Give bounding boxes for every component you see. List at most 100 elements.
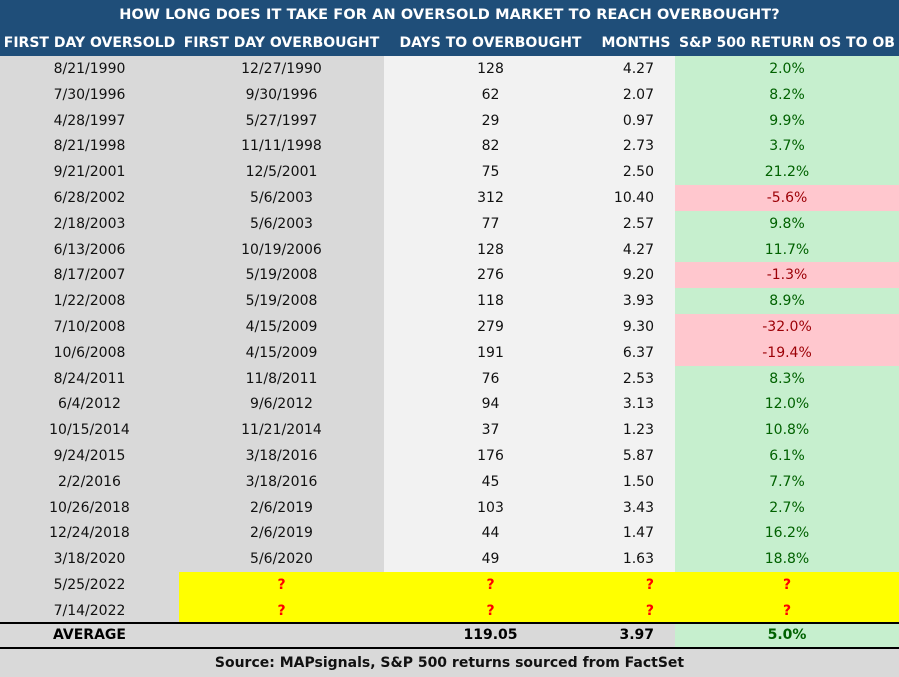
sp500-return-cell: ?: [675, 597, 899, 624]
header-row: FIRST DAY OVERSOLD FIRST DAY OVERBOUGHT …: [0, 30, 899, 56]
months-cell: 3.13: [597, 391, 675, 418]
days-to-overbought-cell: 44: [384, 520, 597, 547]
table-row: 9/24/2015 3/18/2016 176 5.87 6.1%: [0, 443, 899, 469]
days-to-overbought-cell: 191: [384, 339, 597, 366]
months-cell: 2.57: [597, 210, 675, 237]
sp500-return-cell: -32.0%: [675, 314, 899, 340]
first-day-overbought-cell: 2/6/2019: [179, 494, 384, 521]
first-day-oversold-cell: 10/26/2018: [0, 494, 179, 521]
average-months: 3.97: [597, 624, 675, 647]
first-day-overbought-cell: ?: [179, 597, 384, 624]
first-day-oversold-cell: 2/2/2016: [0, 468, 179, 495]
header-first-day-oversold: FIRST DAY OVERSOLD: [3, 35, 176, 51]
months-cell: 5.87: [597, 443, 675, 469]
sp500-return-cell: 10.8%: [675, 417, 899, 444]
first-day-oversold-cell: 4/28/1997: [0, 107, 179, 134]
first-day-oversold-cell: 6/4/2012: [0, 391, 179, 418]
months-cell: 4.27: [597, 236, 675, 263]
table-row: 4/28/1997 5/27/1997 29 0.97 9.9%: [0, 107, 899, 134]
table-row: 3/18/2020 5/6/2020 49 1.63 18.8%: [0, 546, 899, 573]
sp500-return-cell: ?: [675, 572, 899, 598]
first-day-overbought-cell: 9/30/1996: [179, 81, 384, 108]
months-cell: 1.50: [597, 468, 675, 495]
first-day-oversold-cell: 6/13/2006: [0, 236, 179, 263]
first-day-overbought-cell: 3/18/2016: [179, 468, 384, 495]
first-day-overbought-cell: ?: [179, 572, 384, 598]
first-day-overbought-cell: 11/11/1998: [179, 133, 384, 160]
days-to-overbought-cell: 279: [384, 314, 597, 340]
sp500-return-cell: 16.2%: [675, 520, 899, 547]
days-to-overbought-cell: 37: [384, 417, 597, 444]
first-day-overbought-cell: 5/6/2003: [179, 210, 384, 237]
months-cell: 1.47: [597, 520, 675, 547]
table-row: 12/24/2018 2/6/2019 44 1.47 16.2%: [0, 520, 899, 547]
table-row: 9/21/2001 12/5/2001 75 2.50 21.2%: [0, 159, 899, 186]
first-day-overbought-cell: 3/18/2016: [179, 443, 384, 469]
first-day-overbought-cell: 9/6/2012: [179, 391, 384, 418]
table-row: 8/24/2011 11/8/2011 76 2.53 8.3%: [0, 365, 899, 392]
days-to-overbought-cell: 128: [384, 236, 597, 263]
sp500-return-cell: 2.0%: [675, 56, 899, 82]
table-row: 2/2/2016 3/18/2016 45 1.50 7.7%: [0, 468, 899, 495]
source-note: Source: MAPsignals, S&P 500 returns sour…: [0, 649, 899, 677]
first-day-oversold-cell: 8/17/2007: [0, 262, 179, 289]
first-day-overbought-cell: 11/21/2014: [179, 417, 384, 444]
first-day-oversold-cell: 7/30/1996: [0, 81, 179, 108]
days-to-overbought-cell: 45: [384, 468, 597, 495]
first-day-overbought-cell: 5/27/1997: [179, 107, 384, 134]
table-row: 8/17/2007 5/19/2008 276 9.20 -1.3%: [0, 262, 899, 289]
sp500-return-cell: 2.7%: [675, 494, 899, 521]
months-cell: 2.50: [597, 159, 675, 186]
sp500-return-cell: 11.7%: [675, 236, 899, 263]
months-cell: 10.40: [597, 185, 675, 211]
table-row: 10/26/2018 2/6/2019 103 3.43 2.7%: [0, 494, 899, 521]
header-first-day-overbought: FIRST DAY OVERBOUGHT: [183, 35, 380, 51]
sp500-return-cell: 9.8%: [675, 210, 899, 237]
sp500-return-cell: 9.9%: [675, 107, 899, 134]
sp500-return-cell: 12.0%: [675, 391, 899, 418]
header-months: MONTHS: [601, 35, 671, 51]
first-day-oversold-cell: 2/18/2003: [0, 210, 179, 237]
days-to-overbought-cell: 128: [384, 56, 597, 82]
header-sp500-return: S&P 500 RETURN OS TO OB: [679, 35, 895, 51]
days-to-overbought-cell: 75: [384, 159, 597, 186]
sp500-return-cell: 21.2%: [675, 159, 899, 186]
months-cell: 1.23: [597, 417, 675, 444]
first-day-oversold-cell: 10/6/2008: [0, 339, 179, 366]
days-to-overbought-cell: 94: [384, 391, 597, 418]
first-day-overbought-cell: 11/8/2011: [179, 365, 384, 392]
first-day-oversold-cell: 3/18/2020: [0, 546, 179, 573]
months-cell: 3.43: [597, 494, 675, 521]
table-row: 2/18/2003 5/6/2003 77 2.57 9.8%: [0, 210, 899, 237]
months-cell: 2.07: [597, 81, 675, 108]
table-row: 1/22/2008 5/19/2008 118 3.93 8.9%: [0, 288, 899, 315]
days-to-overbought-cell: 118: [384, 288, 597, 315]
days-to-overbought-cell: 176: [384, 443, 597, 469]
table-row: 10/6/2008 4/15/2009 191 6.37 -19.4%: [0, 339, 899, 366]
days-to-overbought-cell: 77: [384, 210, 597, 237]
days-to-overbought-cell: 76: [384, 365, 597, 392]
table-row: 7/14/2022????: [0, 597, 899, 624]
sp500-return-cell: 8.3%: [675, 365, 899, 392]
sp500-return-cell: 6.1%: [675, 443, 899, 469]
first-day-overbought-cell: 2/6/2019: [179, 520, 384, 547]
days-to-overbought-cell: 103: [384, 494, 597, 521]
table-row: 10/15/2014 11/21/2014 37 1.23 10.8%: [0, 417, 899, 444]
first-day-oversold-cell: 7/14/2022: [0, 597, 179, 624]
months-cell: 1.63: [597, 546, 675, 573]
average-days: 119.05: [384, 624, 597, 647]
days-to-overbought-cell: ?: [384, 572, 597, 598]
sp500-return-cell: 8.2%: [675, 81, 899, 108]
months-cell: 0.97: [597, 107, 675, 134]
table-row: 5/25/2022????: [0, 572, 899, 598]
table-title: HOW LONG DOES IT TAKE FOR AN OVERSOLD MA…: [0, 0, 899, 30]
sp500-return-cell: -19.4%: [675, 339, 899, 366]
average-empty-cell: [179, 624, 384, 647]
table-row: 6/13/2006 10/19/2006 128 4.27 11.7%: [0, 236, 899, 263]
first-day-oversold-cell: 9/21/2001: [0, 159, 179, 186]
table-row: 7/10/2008 4/15/2009 279 9.30 -32.0%: [0, 314, 899, 340]
average-row: AVERAGE 119.05 3.97 5.0%: [0, 622, 899, 649]
months-cell: 6.37: [597, 339, 675, 366]
first-day-oversold-cell: 8/21/1998: [0, 133, 179, 160]
